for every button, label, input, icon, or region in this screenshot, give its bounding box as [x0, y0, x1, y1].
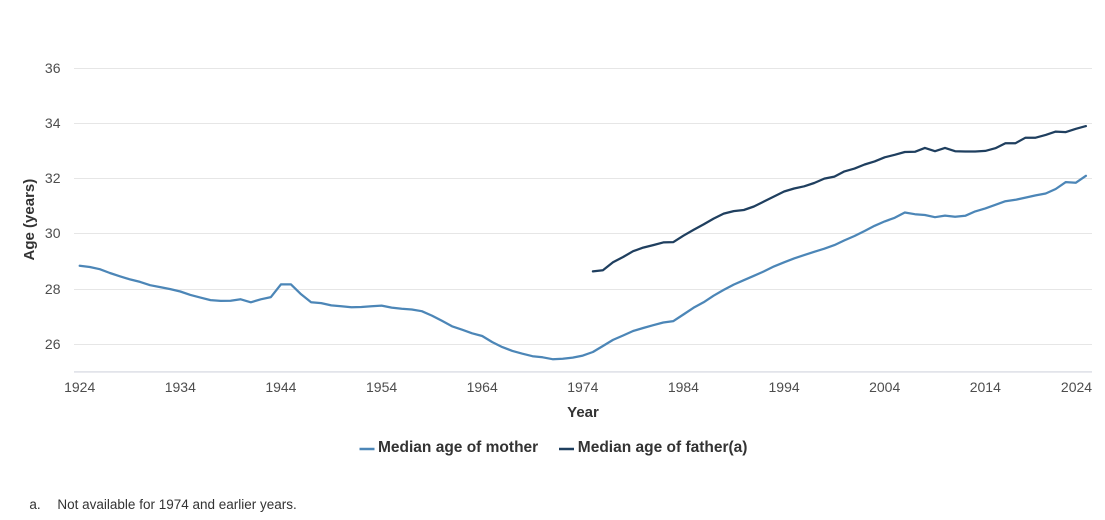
svg-text:1954: 1954 — [366, 379, 397, 395]
svg-text:2024: 2024 — [1061, 379, 1092, 395]
svg-text:36: 36 — [45, 60, 61, 76]
svg-text:Median age of mother: Median age of mother — [378, 439, 538, 456]
svg-text:2014: 2014 — [970, 379, 1001, 395]
svg-text:1944: 1944 — [265, 379, 296, 395]
svg-text:Year: Year — [567, 404, 599, 421]
svg-text:30: 30 — [45, 225, 61, 241]
svg-text:1994: 1994 — [769, 379, 800, 395]
svg-text:1934: 1934 — [165, 379, 196, 395]
svg-text:a.: a. — [29, 497, 40, 512]
svg-text:34: 34 — [45, 115, 61, 131]
svg-text:1924: 1924 — [64, 379, 95, 395]
svg-text:26: 26 — [45, 336, 61, 352]
svg-text:1964: 1964 — [467, 379, 498, 395]
svg-text:1974: 1974 — [567, 379, 598, 395]
svg-text:32: 32 — [45, 170, 61, 186]
svg-text:2004: 2004 — [869, 379, 900, 395]
svg-text:Age (years): Age (years) — [21, 179, 38, 261]
svg-text:Median age of father(a): Median age of father(a) — [578, 439, 748, 456]
svg-text:28: 28 — [45, 281, 61, 297]
svg-text:Not available for 1974 and ear: Not available for 1974 and earlier years… — [57, 497, 296, 512]
svg-text:1984: 1984 — [668, 379, 699, 395]
